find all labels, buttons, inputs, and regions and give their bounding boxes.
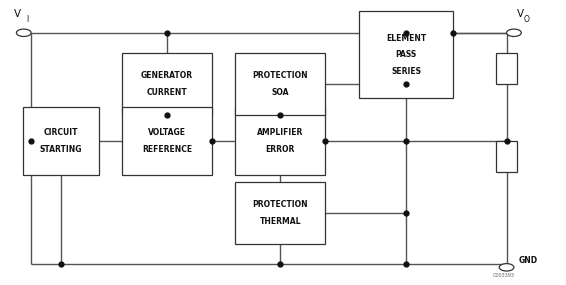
- Text: GENERATOR: GENERATOR: [141, 71, 193, 80]
- Bar: [496, 53, 517, 84]
- Circle shape: [16, 29, 31, 36]
- Text: I: I: [27, 15, 29, 25]
- Circle shape: [499, 264, 514, 271]
- Text: GND: GND: [519, 256, 538, 265]
- Text: ELEMENT: ELEMENT: [386, 34, 426, 43]
- Text: SOA: SOA: [272, 88, 289, 97]
- Text: PROTECTION: PROTECTION: [252, 200, 308, 209]
- Text: SERIES: SERIES: [391, 67, 421, 76]
- Text: THERMAL: THERMAL: [259, 217, 301, 226]
- Text: V: V: [517, 9, 524, 19]
- Text: V: V: [14, 9, 21, 19]
- Text: CURRENT: CURRENT: [147, 88, 187, 97]
- Text: AMPLIFIER: AMPLIFIER: [257, 128, 303, 137]
- Text: O: O: [524, 15, 530, 25]
- Bar: [235, 182, 325, 244]
- Bar: [23, 107, 99, 175]
- Text: CIRCUIT: CIRCUIT: [44, 128, 78, 137]
- Bar: [122, 53, 212, 115]
- Text: REFERENCE: REFERENCE: [142, 145, 192, 154]
- Bar: [359, 11, 453, 98]
- Text: ERROR: ERROR: [265, 145, 295, 154]
- Bar: [235, 53, 325, 115]
- Bar: [122, 107, 212, 175]
- Text: C003393: C003393: [493, 272, 514, 278]
- Bar: [235, 107, 325, 175]
- Text: PASS: PASS: [396, 50, 417, 59]
- Bar: [496, 141, 517, 172]
- Text: STARTING: STARTING: [40, 145, 82, 154]
- Text: VOLTAGE: VOLTAGE: [148, 128, 186, 137]
- Text: PROTECTION: PROTECTION: [252, 71, 308, 80]
- Circle shape: [507, 29, 521, 36]
